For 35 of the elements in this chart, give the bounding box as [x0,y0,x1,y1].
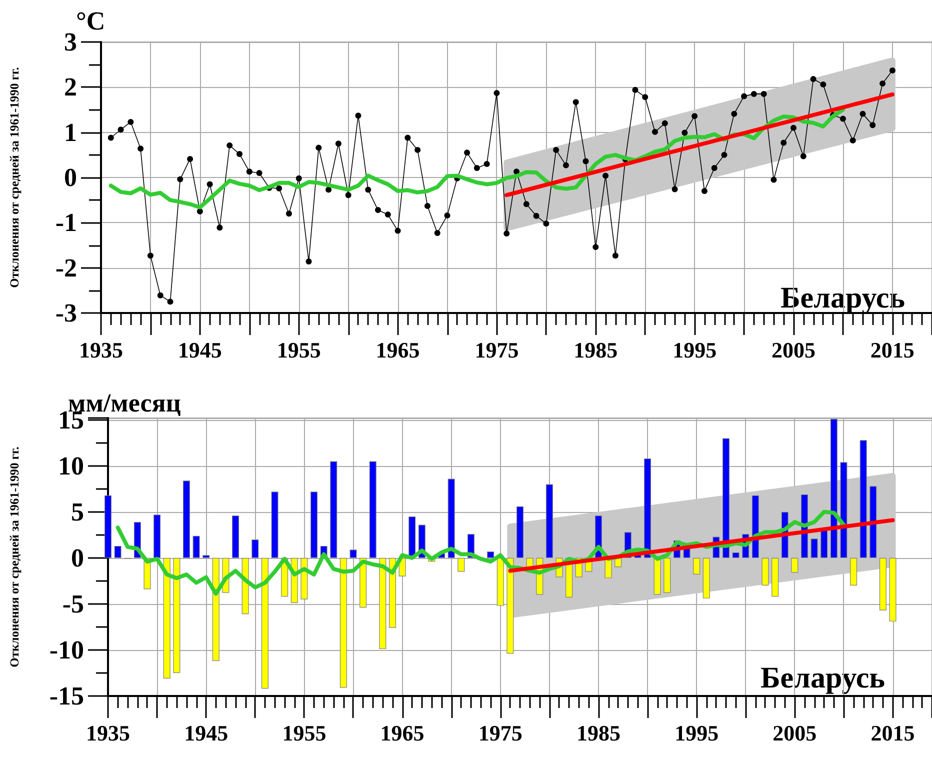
y-tick-label: 2 [64,72,77,102]
x-tick-label: 1985 [576,720,620,746]
x-tick-label: 2015 [870,720,915,746]
y-tick-label: -10 [49,635,84,664]
y-axis-title: Отклонения от средней за 1961-1990 гг. [8,67,22,288]
x-tick-label: 1965 [380,720,424,746]
x-tick-label: 2015 [870,338,914,362]
y-tick-label: 0 [71,543,84,572]
x-tick-label: 1955 [282,720,326,746]
annotation: Беларусь [760,662,886,694]
y-tick-label: -5 [62,589,84,618]
x-tick-label: 1975 [474,338,519,362]
x-tick-label: 1935 [79,338,123,362]
y-axis-title: Отклонения от средней за 1961-1990 гг. [8,446,22,668]
x-tick-label: 1945 [178,338,222,362]
x-tick-label: 2005 [772,720,817,746]
y-tick-label: 5 [71,497,84,526]
x-tick-label: 2005 [772,338,816,362]
x-tick-label: 1995 [674,720,719,746]
y-tick-label: -3 [55,298,77,328]
y-tick-label: 10 [58,451,84,480]
y-tick-label: 3 [64,28,77,56]
x-tick-label: 1995 [672,338,717,362]
x-tick-label: 1955 [276,338,321,362]
x-tick-label: 1965 [376,338,420,362]
x-tick-label: 1985 [574,338,618,362]
y-tick-label: 0 [64,163,77,192]
y-tick-label: -2 [55,253,77,282]
y-tick-label: -1 [55,208,77,238]
y-tick-label: -15 [49,682,84,710]
text: °C [76,6,106,36]
x-tick-label: 1975 [478,720,522,746]
y-tick-label: 1 [64,118,77,147]
x-tick-label: 1945 [184,720,228,746]
x-tick-label: 1935 [86,720,130,746]
